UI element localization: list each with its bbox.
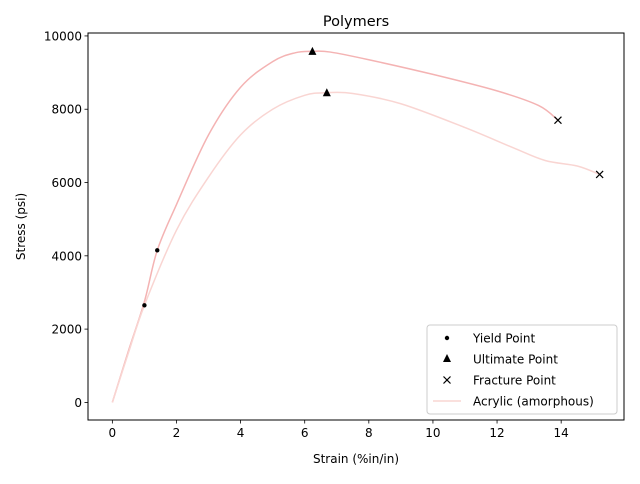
legend: Yield Point Ultimate Point Fracture Poin… <box>426 324 618 415</box>
plot-frame <box>87 32 625 421</box>
series-line-2 <box>111 91 600 403</box>
x-tick-label: 14 <box>554 426 569 440</box>
marker-layer <box>142 46 604 308</box>
x-tick-label: 8 <box>365 426 373 440</box>
legend-yield-label: Yield Point <box>472 332 535 346</box>
fracture-point <box>554 116 562 125</box>
fracture-point-stroke <box>554 116 562 125</box>
legend-yield-marker <box>444 335 450 341</box>
y-tick-label: 10000 <box>44 29 82 43</box>
ultimate-point <box>308 46 317 55</box>
x-tick-label: 0 <box>109 426 117 440</box>
yield-point <box>142 303 147 308</box>
y-axis-ticks: 0 2000 4000 6000 8000 10000 <box>44 29 88 410</box>
x-tick-label: 2 <box>173 426 181 440</box>
fracture-point-stroke <box>595 170 604 179</box>
y-tick-label: 0 <box>74 396 82 410</box>
y-tick-label: 2000 <box>51 323 82 337</box>
x-tick-label: 4 <box>237 426 245 440</box>
x-axis-label: Strain (%in/in) <box>313 452 399 466</box>
legend-frame <box>426 324 618 415</box>
plot-area <box>111 46 604 403</box>
y-tick-label: 6000 <box>51 176 82 190</box>
series-line-1 <box>111 50 559 403</box>
legend-acrylic-label: Acrylic (amorphous) <box>473 395 594 409</box>
y-axis-label: Stress (psi) <box>14 193 28 260</box>
legend-fracture-marker <box>443 376 451 384</box>
legend-ultimate-label: Ultimate Point <box>473 353 558 367</box>
yield-point <box>155 248 160 253</box>
chart-title: Polymers <box>323 14 389 30</box>
x-tick-label: 10 <box>425 426 440 440</box>
fracture-point <box>595 170 604 179</box>
y-tick-label: 4000 <box>51 249 82 263</box>
ultimate-point <box>322 88 331 97</box>
x-axis-ticks: 0 2 4 6 8 10 12 14 <box>109 420 569 440</box>
x-tick-label: 6 <box>301 426 309 440</box>
series-layer <box>111 50 600 403</box>
legend-ultimate-marker <box>443 354 451 362</box>
y-tick-label: 8000 <box>51 103 82 117</box>
legend-fracture-label: Fracture Point <box>473 374 556 388</box>
x-tick-label: 12 <box>489 426 504 440</box>
